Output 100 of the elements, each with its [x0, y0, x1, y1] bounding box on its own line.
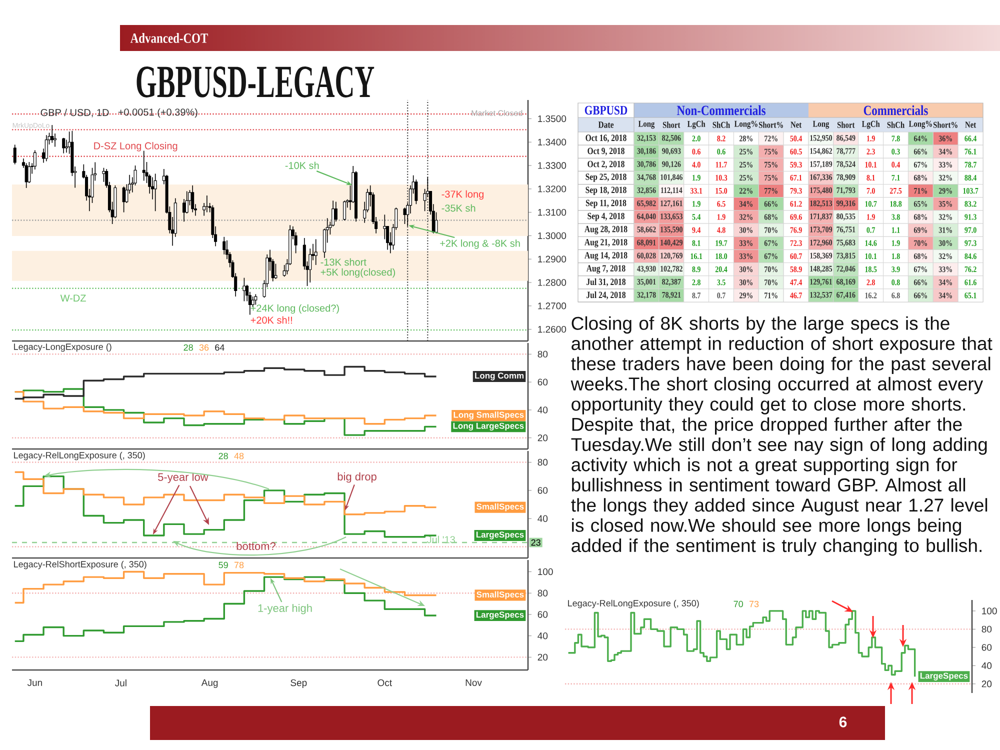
candlestick: [414, 179, 418, 205]
data-label: 75%: [764, 162, 778, 168]
data-label: 78,524: [836, 161, 856, 168]
data-label: 67,416: [836, 292, 856, 299]
text: Closing of 8K shorts by the large specs is the another attempt in reduction of short exposure that these traders have been doing for the past several weeks.The short closing occurred at almost every opportunity they could get to close more shorts. Despite that, the price dropped further after the Tuesday.We still don’t see nay sign of long adding activity which is not a great supporting sign for bullishness in sentiment toward GBP. Almost all the longs they added since August near 1.27 level is closed now.We should see more longs being added if the sentiment is truly changing to bullish.: [570, 316, 992, 556]
data-label: 2.8: [692, 280, 700, 286]
data-label: 97.0: [964, 227, 976, 233]
text: SmallSpecs: [476, 591, 524, 600]
text: Long Comm: [475, 372, 524, 380]
data-label: 120,769: [660, 252, 682, 260]
y-tick-label: 60: [982, 644, 992, 651]
data-label: 33%: [739, 240, 753, 246]
data-label: 148,285: [810, 266, 832, 273]
text: LargeSpecs: [476, 612, 524, 620]
data-label: 31%: [938, 227, 952, 233]
y-tick-label: Oct 2, 2018: [588, 160, 624, 169]
ref-line-label: D-SZ Long Closing: [94, 142, 178, 152]
data-label: 35%: [938, 201, 952, 207]
data-label: 1.1: [892, 227, 900, 233]
y-tick-label: Jul 31, 2018: [586, 278, 626, 286]
candlestick: [274, 263, 278, 280]
data-label: 0.3: [892, 148, 900, 155]
data-label: 32,153: [637, 135, 656, 142]
y-tick-label: Aug 28, 2018: [584, 226, 628, 234]
data-label: 112,114: [661, 187, 682, 194]
y-tick-label: 80: [538, 350, 548, 358]
candlestick: [383, 214, 386, 240]
data-label: 67%: [914, 266, 928, 272]
data-label: 68%: [914, 174, 928, 181]
data-label: 71,793: [836, 187, 856, 194]
x-tick-label: Jul: [115, 679, 126, 686]
candlestick: [33, 150, 36, 170]
y-tick-label: 80: [538, 590, 548, 596]
annotation: 64: [215, 344, 224, 351]
data-label: 43,930: [636, 266, 656, 273]
annotation: 1-year high: [258, 604, 312, 614]
data-label: 66.4: [964, 136, 977, 142]
data-label: 66%: [914, 292, 928, 298]
data-label: 90,126: [662, 161, 681, 168]
x-tick-label: Short%: [759, 122, 783, 128]
data-label: 86,549: [836, 135, 856, 142]
data-label: 20.4: [715, 266, 728, 272]
x-tick-label: Long%: [734, 120, 758, 129]
data-label: 4.0: [692, 162, 700, 168]
y-tick-label: Jul 24, 2018: [586, 291, 626, 300]
y-tick-label: 20: [538, 654, 548, 661]
y-tick-label: 40: [982, 662, 992, 670]
data-label: 75%: [764, 148, 778, 154]
data-label: 70%: [914, 240, 928, 246]
y-tick-label: 20: [538, 434, 548, 442]
data-label: 72%: [764, 136, 778, 142]
candlestick: [222, 236, 226, 255]
data-label: 172,960: [810, 240, 832, 247]
y-tick-label: Sep 11, 2018: [586, 200, 626, 208]
y-tick-label: Sep 18, 2018: [586, 186, 626, 196]
annotation: bottom?: [236, 542, 276, 550]
y-tick-label: Oct 9, 2018: [588, 148, 624, 156]
data-label: 61.6: [964, 280, 976, 286]
data-label: 25%: [740, 174, 753, 181]
data-label: 132,537: [810, 292, 832, 299]
data-label: 33.1: [690, 188, 702, 194]
data-label: 67%: [764, 240, 778, 246]
y-tick-label: 1.2900: [538, 256, 566, 262]
data-label: 68,091: [637, 240, 656, 247]
annotation: -37K long: [442, 190, 484, 200]
data-label: 32,178: [637, 292, 656, 299]
data-label: 35,001: [637, 278, 656, 286]
y-tick-label: 60: [538, 611, 548, 618]
data-label: 32%: [739, 214, 753, 220]
annotation: 5-year low: [158, 472, 208, 484]
y-tick-label: 80: [982, 626, 992, 633]
chart-title: Legacy-RelShortExposure (, 350): [14, 560, 146, 570]
data-label: 66%: [914, 148, 928, 154]
data-label: 1.9: [692, 201, 700, 207]
data-label: 76.9: [790, 227, 802, 233]
data-label: 3.5: [717, 280, 726, 286]
data-label: 32%: [938, 174, 952, 181]
text: 6: [839, 716, 847, 728]
text: Long SmallSpecs: [454, 412, 524, 420]
chart-title: Legacy-RelLongExposure (, 350): [14, 452, 145, 460]
data-label: 88.4: [964, 174, 977, 181]
y-tick-label: 100: [982, 608, 997, 614]
data-label: 99,316: [836, 200, 856, 208]
data-label: 8.1: [692, 240, 700, 246]
x-tick-label: Long%: [908, 120, 932, 129]
data-label: 8.2: [717, 136, 726, 142]
candlestick: [242, 277, 246, 302]
data-label: 68,169: [836, 278, 856, 286]
text: Non-Commercials: [676, 105, 766, 116]
data-label: 6.8: [892, 292, 900, 298]
y-tick-label: 100: [538, 568, 553, 576]
data-label: 70%: [764, 227, 778, 233]
data-label: 8.7: [692, 292, 701, 298]
data-label: 33%: [739, 253, 753, 260]
annotation: -35K sh: [442, 204, 476, 212]
annotation: big drop: [338, 472, 376, 483]
data-label: 47.4: [790, 280, 802, 286]
data-label: 19.7: [716, 240, 728, 246]
x-tick-label: Long: [812, 120, 830, 129]
annotation: GBP / USD, 1D: [40, 108, 109, 118]
